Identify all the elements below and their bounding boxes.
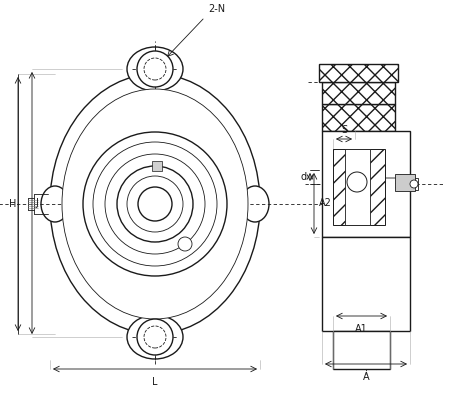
Text: d: d: [301, 172, 307, 182]
Bar: [410, 178, 418, 190]
Ellipse shape: [127, 47, 183, 91]
Circle shape: [347, 172, 367, 192]
Text: J: J: [35, 198, 38, 208]
Text: A: A: [363, 372, 369, 382]
Bar: [322, 104, 395, 131]
Text: A2: A2: [319, 198, 332, 209]
Text: 2-N: 2-N: [208, 4, 225, 14]
Text: S: S: [341, 125, 347, 135]
Ellipse shape: [127, 315, 183, 359]
Circle shape: [137, 319, 173, 355]
Text: A1: A1: [355, 324, 368, 334]
Bar: [345, 149, 370, 225]
Text: B: B: [373, 183, 380, 193]
Bar: [322, 82, 395, 104]
Bar: [395, 174, 415, 191]
Circle shape: [138, 187, 172, 221]
Bar: [333, 149, 385, 225]
Circle shape: [410, 180, 418, 188]
Text: L: L: [152, 377, 158, 387]
Ellipse shape: [241, 186, 269, 222]
Circle shape: [137, 51, 173, 87]
Bar: [322, 237, 410, 331]
Ellipse shape: [50, 74, 260, 334]
Bar: [152, 161, 162, 171]
Bar: [322, 131, 410, 237]
Circle shape: [83, 132, 227, 276]
Circle shape: [178, 237, 192, 251]
Bar: [319, 64, 398, 82]
Ellipse shape: [41, 186, 69, 222]
Text: H: H: [9, 199, 16, 209]
Ellipse shape: [62, 89, 248, 319]
Bar: [333, 331, 390, 369]
